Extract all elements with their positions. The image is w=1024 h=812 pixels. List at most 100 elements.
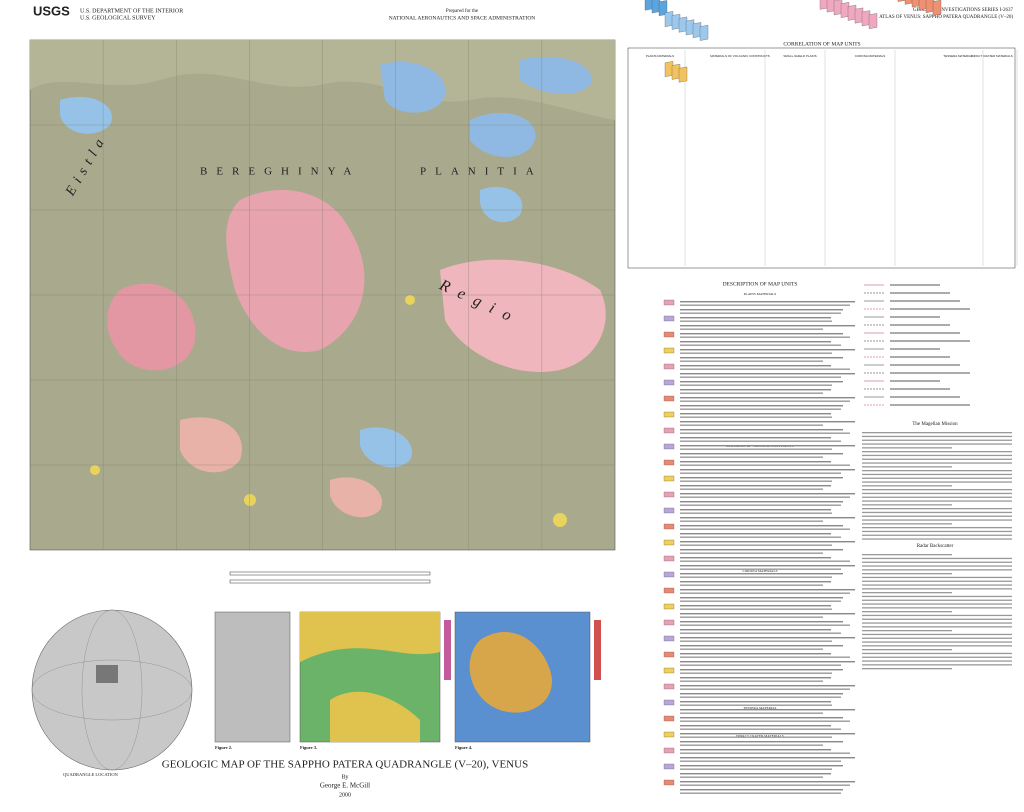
text-line [680,752,850,754]
year: 2000 [339,792,351,798]
text-line [680,741,843,743]
text-line [890,284,940,286]
topo-shade [300,612,440,742]
text-line [680,589,855,591]
crater [405,295,415,305]
text-line [862,611,952,613]
text-line [680,349,855,351]
text-line [680,725,831,727]
text-line [862,656,1012,658]
figure-image [214,611,291,743]
text-line [680,480,832,482]
text-line [862,592,952,594]
text-line [680,389,831,391]
unit-swatch [663,363,675,370]
text-line [890,356,950,358]
unit-swatch [663,667,675,674]
scale-line [229,579,431,584]
unit-box [651,0,661,14]
text-line [680,653,831,655]
text-line [890,348,940,350]
text-line [890,380,940,382]
unit-box [819,0,829,10]
text-line [680,501,843,503]
text-line [680,637,855,639]
text-line [862,443,1012,445]
text-line [680,757,855,759]
text-line [680,400,850,402]
text-line [680,773,831,775]
text-line [680,309,843,311]
text-line [680,336,850,338]
text-line [680,405,843,407]
text-line [680,629,831,631]
text-line [680,517,855,519]
text-line [862,637,1012,639]
text-line [862,565,1012,567]
unit-box [826,0,836,13]
map-symbols [864,284,970,406]
text-line [680,432,850,434]
text-line [862,485,952,487]
unit-box [644,0,654,11]
column-heading: IMPACT CRATER MATERIALS [971,54,1013,58]
text-line [680,525,843,527]
text-line [680,704,832,706]
unit-swatch [663,587,675,594]
figure-caption: QUADRANGLE LOCATION [63,772,119,777]
text-line [862,432,1012,434]
text-line [680,509,831,511]
feature-label: BEREGHINYA [200,166,360,178]
text-line [890,364,960,366]
text-line [862,496,1012,498]
text-line [862,504,952,506]
author: George E. McGill [320,782,370,790]
text-line [680,568,841,570]
text-line [680,792,841,794]
text-line [680,365,831,367]
text-line [680,672,832,674]
unit-swatch [663,603,675,610]
text-line [680,445,855,447]
text-line [680,680,823,682]
text-line [862,511,1012,514]
section-heading: PLAINS MATERIALS [744,292,777,296]
text-line [680,357,843,359]
text-line [680,504,841,506]
unit-box [904,0,914,5]
text-line [680,573,843,575]
text-line [680,373,855,375]
text-line [862,569,1012,571]
geologic-map: BEREGHINYA PLANITIA Eistla Regio [29,39,616,551]
text-line [862,588,1012,590]
unit-box [678,16,688,33]
text-line [680,549,843,551]
text-line [680,632,841,634]
text-line [680,749,831,751]
text-line [680,453,843,455]
text-line [680,493,855,495]
text-line [680,701,831,703]
text-line [862,538,1012,540]
corona-unit [226,190,365,352]
text-line [680,712,823,714]
text-line [680,317,831,319]
text-line [862,435,1012,438]
text-line [862,523,952,525]
text-line [680,541,855,543]
scale-bar [229,571,431,584]
text-line [862,660,1012,662]
text-line [862,519,1012,521]
globe-line [31,659,193,721]
color-bar [444,620,451,680]
text-line [680,469,855,471]
text-line [862,603,1012,605]
globe-line [81,609,143,771]
text-line [862,618,1012,620]
unit-box [664,61,674,77]
text-line [680,304,850,306]
atlas: ATLAS OF VENUS: SAPPHO PATERA QUADRANGLE… [879,15,1013,20]
text-line [680,592,850,594]
series: GEOLOGIC INVESTIGATIONS SERIES I-2637 [913,8,1014,13]
